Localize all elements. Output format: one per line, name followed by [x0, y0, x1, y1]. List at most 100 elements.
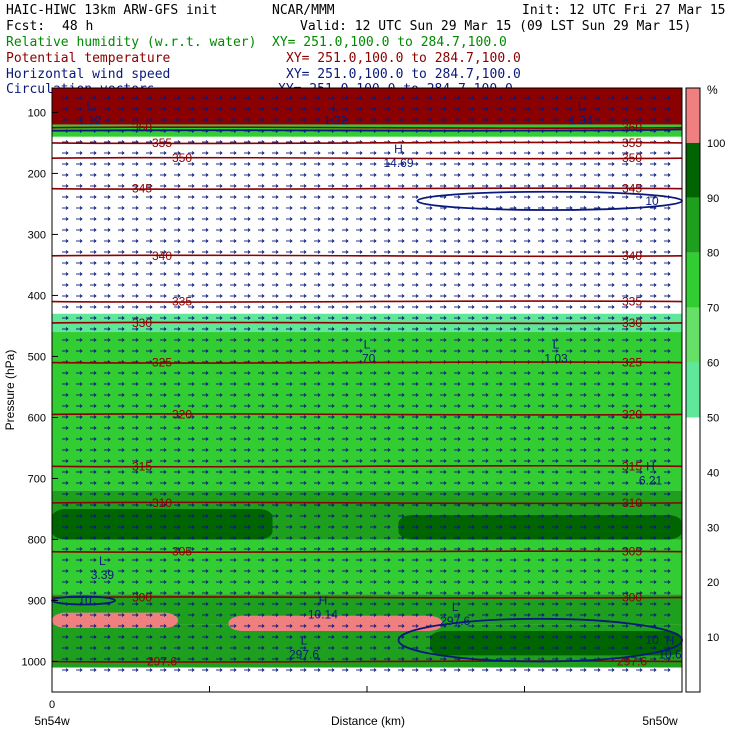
vector-head [107, 206, 111, 210]
vector-head [611, 327, 615, 331]
colorbar-bin [686, 362, 700, 418]
vector-head [415, 448, 419, 452]
extremum-value: 1.34 [570, 114, 594, 128]
vector-head [121, 404, 125, 408]
vector-head [387, 646, 391, 650]
vector-head [135, 624, 139, 628]
vector-head [65, 393, 69, 397]
vector-head [191, 492, 195, 496]
vector-head [583, 151, 587, 155]
vector-head [471, 613, 475, 617]
vector-head [401, 118, 405, 122]
vector-head [289, 338, 293, 342]
vector-head [667, 294, 671, 298]
vector-head [107, 437, 111, 441]
vector-head [653, 481, 657, 485]
vector-head [303, 536, 307, 540]
vector-head [219, 668, 223, 672]
vector-head [583, 525, 587, 529]
vector-head [121, 283, 125, 287]
vector-head [247, 635, 251, 639]
vector-head [121, 613, 125, 617]
vector-head [191, 195, 195, 199]
vector-head [205, 404, 209, 408]
vector-head [373, 492, 377, 496]
vector-head [527, 437, 531, 441]
vector-head [331, 459, 335, 463]
vector-head [527, 492, 531, 496]
vector-head [247, 448, 251, 452]
vector-head [541, 316, 545, 320]
vector-head [653, 151, 657, 155]
vector-head [387, 415, 391, 419]
vector-head [373, 107, 377, 111]
vector-head [359, 272, 363, 276]
vector-head [317, 448, 321, 452]
vector-head [359, 228, 363, 232]
vector-head [261, 305, 265, 309]
vector-head [471, 404, 475, 408]
vector-head [513, 558, 517, 562]
vector-head [611, 338, 615, 342]
vector-head [65, 624, 69, 628]
vector-head [303, 107, 307, 111]
vector-head [79, 338, 83, 342]
vector-head [261, 294, 265, 298]
vector-head [121, 470, 125, 474]
vector-head [289, 448, 293, 452]
vector-head [513, 569, 517, 573]
vector-head [345, 558, 349, 562]
vector-head [177, 206, 181, 210]
vector-head [457, 195, 461, 199]
vector-head [471, 294, 475, 298]
vector-head [527, 107, 531, 111]
vector-head [275, 448, 279, 452]
vector-head [289, 613, 293, 617]
vector-head [233, 393, 237, 397]
theta-label: 330 [622, 316, 642, 330]
vector-head [121, 437, 125, 441]
vector-head [527, 173, 531, 177]
vector-head [387, 448, 391, 452]
vector-head [205, 481, 209, 485]
vector-head [93, 437, 97, 441]
vector-head [135, 481, 139, 485]
vector-head [163, 668, 167, 672]
theta-label: 340 [622, 249, 642, 263]
vector-head [401, 602, 405, 606]
vector-head [485, 470, 489, 474]
vector-head [485, 580, 489, 584]
vector-head [499, 283, 503, 287]
vector-head [331, 437, 335, 441]
vector-head [331, 580, 335, 584]
x-tick-label: 0 [49, 699, 55, 711]
vector-head [177, 558, 181, 562]
vector-head [191, 503, 195, 507]
vector-head [387, 261, 391, 265]
vector-head [289, 492, 293, 496]
vector-head [359, 371, 363, 375]
vector-head [261, 195, 265, 199]
vector-head [247, 184, 251, 188]
vector-head [359, 239, 363, 243]
vector-head [555, 646, 559, 650]
vector-head [191, 118, 195, 122]
vector-head [527, 371, 531, 375]
vector-head [527, 668, 531, 672]
vector-head [583, 481, 587, 485]
vector-head [401, 426, 405, 430]
vector-head [317, 569, 321, 573]
vector-head [345, 404, 349, 408]
vector-head [261, 470, 265, 474]
vector-head [289, 250, 293, 254]
vector-head [485, 151, 489, 155]
vector-head [457, 261, 461, 265]
vector-head [499, 382, 503, 386]
vector-head [247, 206, 251, 210]
vector-head [261, 349, 265, 353]
vector-head [415, 283, 419, 287]
vector-head [653, 448, 657, 452]
vector-head [163, 184, 167, 188]
vector-head [247, 250, 251, 254]
vector-head [79, 525, 83, 529]
